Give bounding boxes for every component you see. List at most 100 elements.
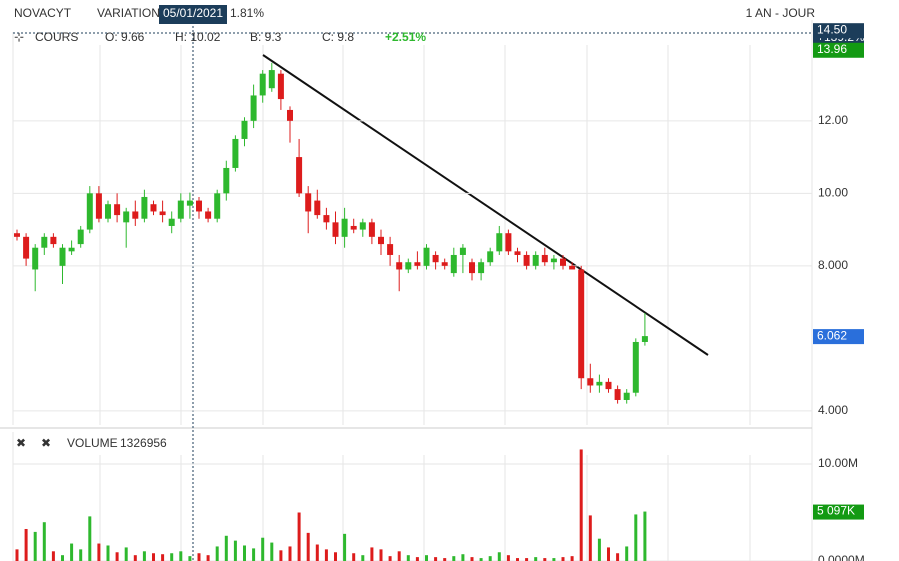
volume-bar xyxy=(70,543,74,561)
open: O: 9.66 xyxy=(105,30,145,44)
volume-bar xyxy=(324,549,328,561)
candle-body xyxy=(487,251,494,263)
close: C: 9.8 xyxy=(322,30,354,44)
candle-body xyxy=(23,236,30,259)
volume-bar xyxy=(243,545,246,561)
candle-body xyxy=(68,247,75,252)
volume-bar xyxy=(488,556,492,561)
candle-body xyxy=(560,258,566,266)
volume-bar xyxy=(443,558,447,561)
icon: ⊹ xyxy=(14,30,24,44)
volume-bar xyxy=(124,547,128,561)
volume-bar xyxy=(343,533,347,561)
volume-bar xyxy=(616,553,620,561)
candle-body xyxy=(50,236,57,245)
volume-bar xyxy=(388,556,392,561)
candle-body xyxy=(223,167,230,194)
candle-body xyxy=(541,254,548,263)
volume-bar xyxy=(543,558,547,561)
volume-bar xyxy=(634,514,638,561)
volume-bar xyxy=(197,553,201,561)
candle-body xyxy=(123,211,130,223)
candle-body xyxy=(105,204,111,219)
change: +2.51% xyxy=(385,30,426,44)
volume-value: 1326956 xyxy=(120,436,167,450)
volume-bar xyxy=(497,552,501,561)
volume-bar xyxy=(461,554,465,561)
y-tick-label: 10.00M xyxy=(818,456,858,470)
volume-bar xyxy=(434,557,438,561)
candle-body xyxy=(514,251,521,255)
volume-bar xyxy=(361,555,365,561)
volume-bar xyxy=(625,546,629,561)
candle-body xyxy=(323,215,330,223)
candle-body xyxy=(569,265,576,270)
volume-bar xyxy=(270,542,274,561)
candle-body xyxy=(168,218,175,226)
candle-body xyxy=(196,200,202,212)
volume-bar xyxy=(470,557,474,561)
symbol: NOVACYT xyxy=(14,6,72,20)
volume-bar xyxy=(152,553,155,561)
candle-body xyxy=(159,211,166,216)
candle-body xyxy=(287,109,293,121)
candle-body xyxy=(459,247,466,255)
volume-bar xyxy=(597,538,601,561)
volume-bar xyxy=(142,551,146,561)
volume-bar xyxy=(607,547,610,561)
volume-bar xyxy=(179,551,183,561)
volume-bar xyxy=(170,553,174,561)
volume-bar xyxy=(97,543,101,561)
value-label: 5 097K xyxy=(817,504,855,518)
candle-body xyxy=(387,244,394,255)
date: 05/01/2021 xyxy=(163,6,223,20)
candle-body xyxy=(396,262,403,270)
candle-body xyxy=(186,200,193,206)
value-label-box xyxy=(813,329,864,345)
icon[interactable]: ✖ xyxy=(41,436,51,450)
layout: ⊹ ✖ ✖ xyxy=(0,20,813,561)
candle-body xyxy=(478,262,485,274)
volume-bar xyxy=(15,549,19,561)
period[interactable]: 1 AN - JOUR xyxy=(746,6,816,20)
y-tick-label: 10.00 xyxy=(818,186,848,200)
volume-bar xyxy=(61,555,64,561)
volume-bar xyxy=(288,546,292,561)
volume-bar xyxy=(51,551,55,561)
candle-body xyxy=(505,233,512,252)
volume-bar xyxy=(534,557,538,561)
candle-body xyxy=(214,193,221,219)
candle-body xyxy=(605,381,612,390)
candle-body xyxy=(77,229,84,245)
candle-body xyxy=(259,73,266,96)
volume-bar xyxy=(42,522,46,561)
candle-body xyxy=(623,392,630,400)
volume-bar xyxy=(397,551,401,561)
low: B: 9.3 xyxy=(250,30,282,44)
candle-body xyxy=(14,233,20,237)
y-tick-label: 12.00 xyxy=(818,113,848,127)
volume-bar xyxy=(224,535,228,561)
volume-bar xyxy=(352,553,356,561)
volume-bar xyxy=(415,557,419,561)
candle-body xyxy=(423,247,430,266)
candle-body xyxy=(150,204,157,212)
candle-body xyxy=(359,222,366,230)
y-tick-label: 4.000 xyxy=(818,403,848,417)
candle-body xyxy=(132,211,139,219)
candle-body xyxy=(614,389,621,400)
volume-bar xyxy=(506,555,510,561)
volume-bar xyxy=(297,512,301,561)
volume-bar xyxy=(525,558,529,561)
candle-body xyxy=(405,262,412,270)
volume-bar xyxy=(452,556,456,561)
candle-body xyxy=(587,378,594,386)
value-label-box xyxy=(813,42,864,58)
candle-body xyxy=(241,120,248,139)
series-label: COURS xyxy=(35,30,78,44)
icon[interactable]: ✖ xyxy=(16,436,26,450)
candle-body xyxy=(350,225,357,230)
value-label: 14.50 xyxy=(817,22,847,36)
candle-body xyxy=(250,95,257,121)
value-label-box xyxy=(813,23,864,39)
